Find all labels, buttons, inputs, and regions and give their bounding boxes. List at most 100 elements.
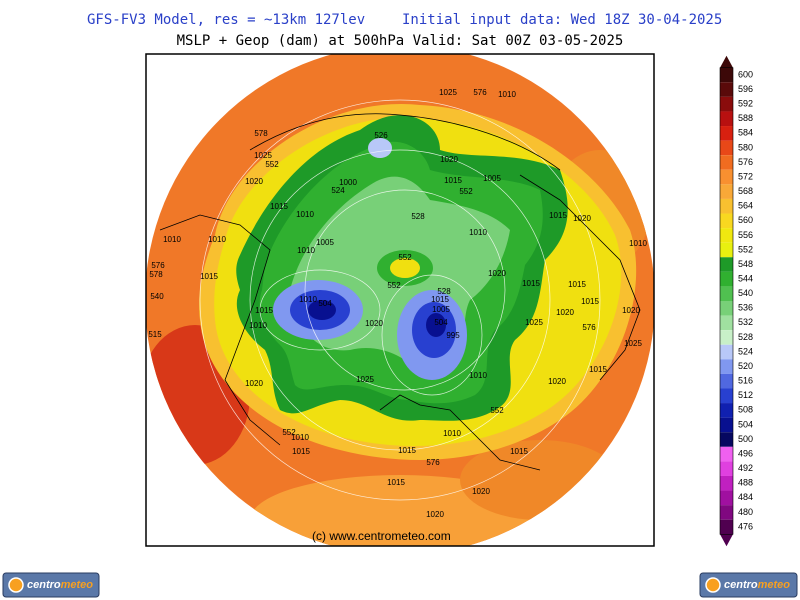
colorbar-swatch bbox=[720, 461, 733, 476]
colorbar-swatch bbox=[720, 505, 733, 520]
contour-label: 578 bbox=[254, 129, 268, 138]
contour-label: 528 bbox=[411, 212, 425, 221]
colorbar-label: 536 bbox=[738, 303, 753, 313]
contour-label: 540 bbox=[150, 292, 164, 301]
contour-label: 995 bbox=[446, 331, 460, 340]
contour-label: 1020 bbox=[440, 155, 458, 164]
colorbar-swatch bbox=[720, 242, 733, 258]
contour-label: 1005 bbox=[483, 174, 501, 183]
colorbar-label: 588 bbox=[738, 113, 753, 123]
colorbar-label: 516 bbox=[738, 376, 753, 386]
contour-label: 1015 bbox=[200, 272, 218, 281]
colorbar-swatch bbox=[720, 67, 733, 83]
subtitle: MSLP + Geop (dam) at 500hPa Valid: Sat 0… bbox=[177, 33, 624, 49]
contour-label: 1025 bbox=[439, 88, 457, 97]
colorbar-label: 512 bbox=[738, 390, 753, 400]
title-left: GFS-FV3 Model, res = ~13km 127lev bbox=[87, 12, 365, 28]
contour-label: 552 bbox=[387, 281, 401, 290]
colorbar-swatch bbox=[720, 271, 733, 287]
contour-label: 1020 bbox=[488, 269, 506, 278]
contour-label: 504 bbox=[434, 318, 448, 327]
contour-label: 1015 bbox=[568, 280, 586, 289]
title-right: Initial input data: Wed 18Z 30-04-2025 bbox=[402, 12, 722, 28]
logo-left: centrometeo bbox=[2, 572, 100, 598]
contour-label: 515 bbox=[148, 330, 162, 339]
contour-label: 1015 bbox=[292, 447, 310, 456]
contour-label: 1015 bbox=[444, 176, 462, 185]
colorbar-swatch bbox=[720, 82, 733, 97]
contour-label: 1010 bbox=[469, 228, 487, 237]
logo-text: centro bbox=[27, 579, 61, 591]
colorbar-label: 476 bbox=[738, 521, 753, 531]
colorbar: 600 596 592 588 584 580 576 572 568 564 560 556 552 5… bbox=[719, 55, 753, 547]
colorbar-swatch bbox=[720, 446, 733, 462]
colorbar-swatch bbox=[720, 315, 733, 331]
colorbar-label: 580 bbox=[738, 142, 753, 152]
contour-label: 552 bbox=[398, 253, 412, 262]
colorbar-label: 504 bbox=[738, 419, 753, 429]
contour-label: 576 bbox=[426, 458, 440, 467]
contour-label: 1010 bbox=[469, 371, 487, 380]
contour-label: 1015 bbox=[431, 295, 449, 304]
colorbar-swatch bbox=[720, 403, 733, 418]
colorbar-label: 488 bbox=[738, 478, 753, 488]
colorbar-label: 532 bbox=[738, 317, 753, 327]
colorbar-label: 492 bbox=[738, 463, 753, 473]
colorbar-swatch bbox=[720, 432, 733, 447]
colorbar-label: 484 bbox=[738, 492, 753, 502]
contour-label: 1005 bbox=[316, 238, 334, 247]
contour-label: 1015 bbox=[398, 446, 416, 455]
colorbar-label: 564 bbox=[738, 201, 753, 211]
contour-label: 1015 bbox=[522, 279, 540, 288]
logo-right: centrometeo bbox=[699, 572, 798, 598]
contour-label: 504 bbox=[318, 299, 332, 308]
colorbar-swatch bbox=[720, 198, 733, 214]
colorbar-swatch bbox=[720, 359, 733, 374]
colorbar-label: 480 bbox=[738, 507, 753, 517]
svg-text:centrometeo: centrometeo bbox=[27, 579, 93, 591]
contour-label: 1020 bbox=[365, 319, 383, 328]
colorbar-arrow-bottom bbox=[720, 534, 733, 547]
colorbar-swatch bbox=[720, 228, 733, 243]
contour-label: 578 bbox=[149, 270, 163, 279]
contour-label: 1015 bbox=[387, 478, 405, 487]
colorbar-label: 584 bbox=[738, 128, 753, 138]
colorbar-label: 600 bbox=[738, 69, 753, 79]
colorbar-swatch bbox=[720, 286, 733, 301]
colorbar-label: 520 bbox=[738, 361, 753, 371]
colorbar-label: 544 bbox=[738, 274, 753, 284]
contour-label: 1020 bbox=[245, 379, 263, 388]
colorbar-outline bbox=[719, 67, 734, 535]
contour-label: 552 bbox=[490, 406, 504, 415]
colorbar-swatch bbox=[720, 96, 733, 112]
contour-label: 576 bbox=[582, 323, 596, 332]
logo-text: meteo bbox=[758, 579, 791, 591]
colorbar-label: 572 bbox=[738, 171, 753, 181]
colorbar-label: 568 bbox=[738, 186, 753, 196]
colorbar-swatch bbox=[720, 475, 733, 491]
contour-label: 1020 bbox=[426, 510, 444, 519]
contour-label: 1025 bbox=[624, 339, 642, 348]
contour-label: 1010 bbox=[163, 235, 181, 244]
contour-label: 1010 bbox=[498, 90, 516, 99]
contour-label: 576 bbox=[473, 88, 487, 97]
contour-label: 1020 bbox=[556, 308, 574, 317]
colorbar-swatch bbox=[720, 301, 733, 316]
colorbar-label: 552 bbox=[738, 244, 753, 254]
contour-label: 1015 bbox=[270, 202, 288, 211]
contour-label: 552 bbox=[282, 428, 296, 437]
colorbar-swatch bbox=[720, 344, 733, 360]
contour-label: 1010 bbox=[299, 295, 317, 304]
contour-label: 1015 bbox=[589, 365, 607, 374]
colorbar-label: 592 bbox=[738, 99, 753, 109]
contour-label: 1010 bbox=[249, 321, 267, 330]
colorbar-arrow-top bbox=[720, 55, 733, 68]
contour-label: 1025 bbox=[356, 375, 374, 384]
contour-label: 1010 bbox=[291, 433, 309, 442]
colorbar-label: 596 bbox=[738, 84, 753, 94]
colorbar-label: 528 bbox=[738, 332, 753, 342]
colorbar-label: 560 bbox=[738, 215, 753, 225]
contour-label: 1025 bbox=[525, 318, 543, 327]
contour-label: 1010 bbox=[208, 235, 226, 244]
